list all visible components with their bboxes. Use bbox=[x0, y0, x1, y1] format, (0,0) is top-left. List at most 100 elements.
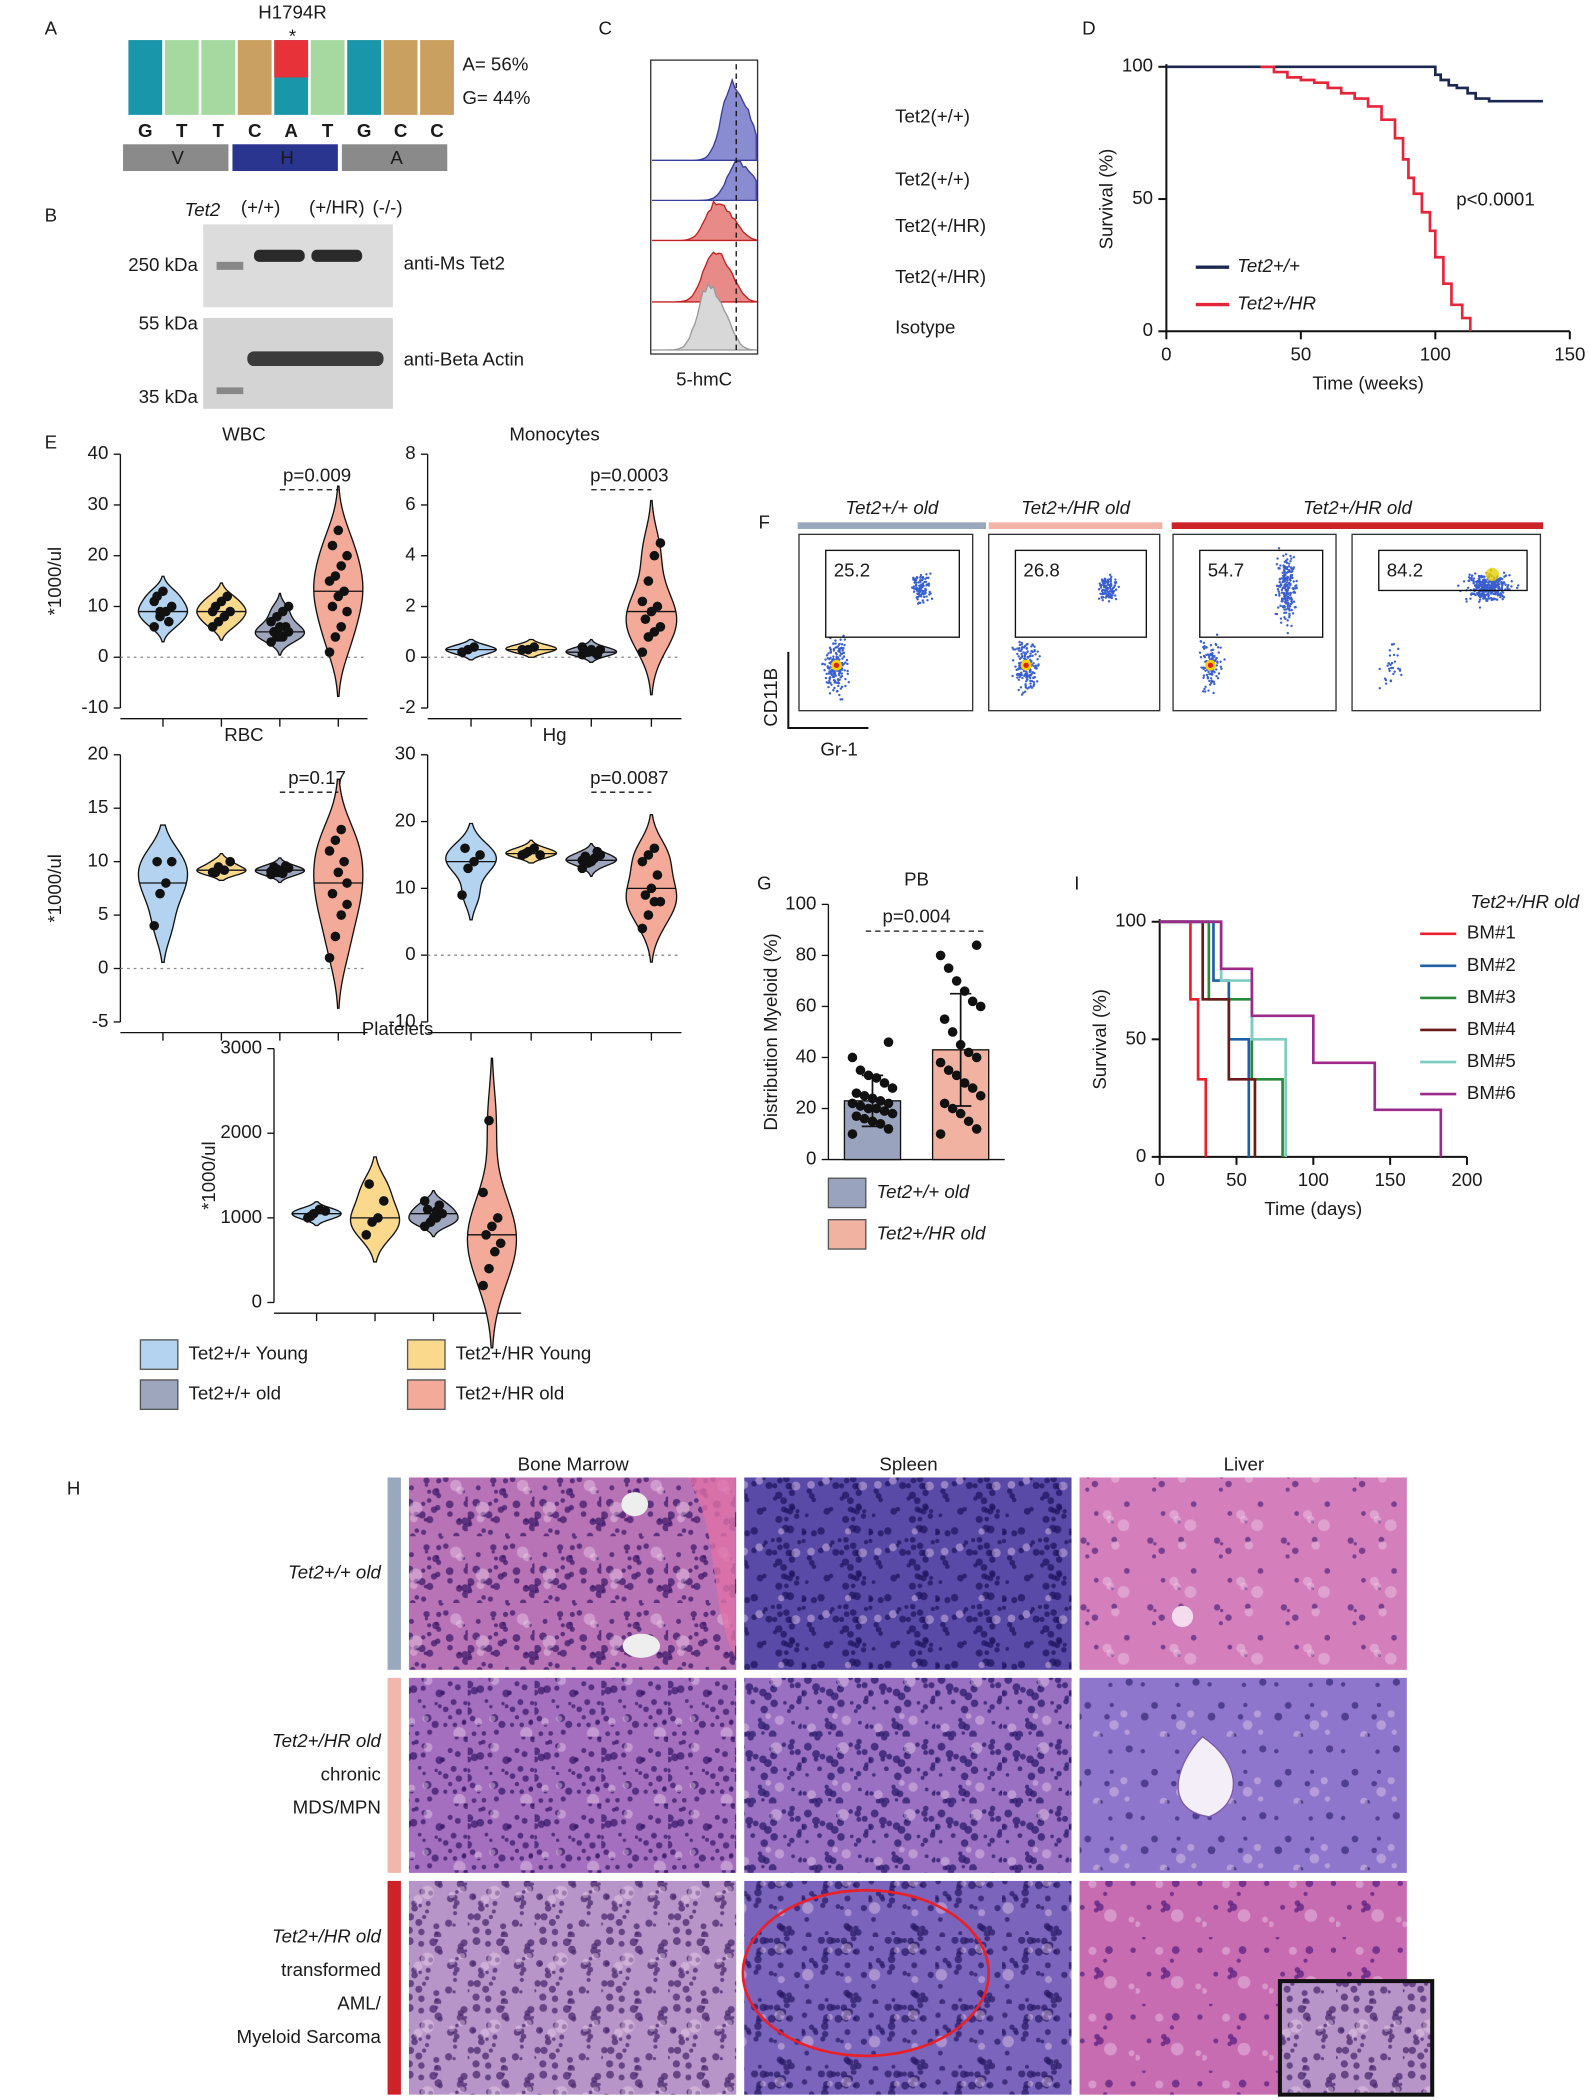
y-tick-label: 50 bbox=[1126, 1027, 1147, 1048]
event-dot bbox=[1284, 582, 1288, 586]
event-dot bbox=[912, 578, 915, 581]
event-dot bbox=[1014, 665, 1017, 668]
data-point bbox=[336, 824, 347, 835]
event-dot bbox=[1206, 653, 1210, 656]
event-dot bbox=[1104, 584, 1108, 587]
legend-label: Tet2+/+ old bbox=[189, 1383, 281, 1404]
event-dot bbox=[1026, 650, 1029, 654]
legend-label: Tet2+/+ Young bbox=[189, 1343, 309, 1364]
event-dot bbox=[1023, 657, 1027, 661]
event-dot bbox=[1482, 593, 1486, 596]
event-dot bbox=[1478, 576, 1481, 579]
data-point bbox=[871, 1073, 882, 1083]
event-dot bbox=[1282, 554, 1285, 557]
event-core bbox=[1023, 662, 1029, 668]
y-tick-label: 3000 bbox=[220, 1037, 262, 1058]
event-dot bbox=[1020, 646, 1024, 650]
event-dot bbox=[1478, 593, 1481, 596]
data-point bbox=[378, 1196, 389, 1206]
event-dot bbox=[835, 690, 839, 693]
data-point bbox=[520, 848, 530, 859]
base-letter: A bbox=[284, 120, 298, 141]
event-dot bbox=[1202, 676, 1205, 679]
event-dot bbox=[1219, 660, 1222, 663]
y-tick-label: 0 bbox=[1143, 319, 1153, 340]
y-tick-label: -2 bbox=[399, 696, 416, 717]
event-dot bbox=[1396, 654, 1399, 657]
event-dot bbox=[1223, 658, 1226, 661]
amino-acid: V bbox=[172, 147, 185, 168]
event-dot bbox=[824, 676, 828, 680]
axis-label: CD11B bbox=[760, 668, 781, 727]
event-dot bbox=[841, 664, 844, 667]
data-point bbox=[951, 976, 962, 986]
event-dot bbox=[922, 593, 925, 596]
event-dot bbox=[1284, 597, 1287, 600]
event-dot bbox=[1219, 646, 1222, 649]
survival-curve bbox=[1166, 65, 1543, 103]
data-point bbox=[155, 888, 165, 899]
sample-label: Tet2(+/+) bbox=[895, 168, 970, 189]
event-dot bbox=[1025, 646, 1029, 650]
event-dot bbox=[918, 601, 922, 605]
data-point bbox=[460, 843, 470, 854]
event-dot bbox=[921, 599, 924, 602]
event-dot bbox=[1105, 594, 1108, 597]
event-dot bbox=[921, 577, 924, 581]
event-dot bbox=[1036, 664, 1040, 667]
event-dot bbox=[1212, 680, 1216, 684]
event-dot bbox=[1289, 566, 1293, 569]
trace-column bbox=[420, 40, 454, 115]
event-dot bbox=[1475, 583, 1478, 587]
chart-title: WBC bbox=[222, 423, 266, 444]
event-dot bbox=[1277, 590, 1280, 593]
event-dot bbox=[1506, 587, 1509, 591]
event-dot bbox=[1017, 678, 1021, 681]
data-point bbox=[935, 1057, 946, 1068]
event-dot bbox=[847, 680, 850, 684]
blot-band bbox=[311, 249, 363, 262]
event-dot bbox=[1288, 578, 1292, 581]
event-dot bbox=[831, 673, 834, 677]
tissue-feature bbox=[1177, 1735, 1235, 1818]
event-dot bbox=[1278, 594, 1281, 597]
event-dot bbox=[1025, 675, 1028, 679]
event-dot bbox=[914, 584, 918, 587]
event-dot bbox=[1097, 588, 1101, 591]
event-dot bbox=[823, 663, 827, 666]
row-label: transformed bbox=[281, 1959, 381, 1980]
event-dot bbox=[1030, 649, 1033, 653]
event-dot bbox=[1279, 604, 1282, 607]
event-dot bbox=[1102, 596, 1105, 599]
y-tick-label: 0 bbox=[252, 1290, 262, 1311]
sample-label: Tet2(+/+) bbox=[895, 105, 970, 126]
data-point bbox=[225, 856, 235, 867]
event-dot bbox=[821, 662, 825, 666]
event-dot bbox=[825, 672, 828, 676]
x-tick-label: 200 bbox=[1451, 1169, 1482, 1190]
data-point bbox=[222, 591, 233, 602]
gate-percentage: 84.2 bbox=[1387, 560, 1423, 581]
event-dot bbox=[1472, 577, 1476, 580]
event-dot bbox=[1390, 661, 1394, 665]
data-point bbox=[955, 1039, 966, 1050]
event-dot bbox=[1290, 624, 1293, 628]
event-dot bbox=[1470, 574, 1474, 577]
panel-label: H bbox=[67, 1477, 80, 1498]
event-dot bbox=[1284, 593, 1288, 597]
event-dot bbox=[1011, 674, 1014, 678]
event-dot bbox=[1214, 658, 1217, 661]
event-dot bbox=[1285, 561, 1289, 565]
event-dot bbox=[1481, 581, 1485, 584]
event-dot bbox=[927, 576, 930, 580]
histogram-peak bbox=[652, 200, 757, 242]
event-dot bbox=[1208, 683, 1212, 686]
event-dot bbox=[1023, 690, 1027, 693]
data-point bbox=[967, 996, 978, 1007]
y-tick-label: 2 bbox=[405, 594, 415, 615]
data-point bbox=[339, 856, 349, 867]
event-dot bbox=[1474, 593, 1477, 597]
event-dot bbox=[1281, 580, 1285, 583]
tissue-feature bbox=[1171, 1605, 1194, 1628]
